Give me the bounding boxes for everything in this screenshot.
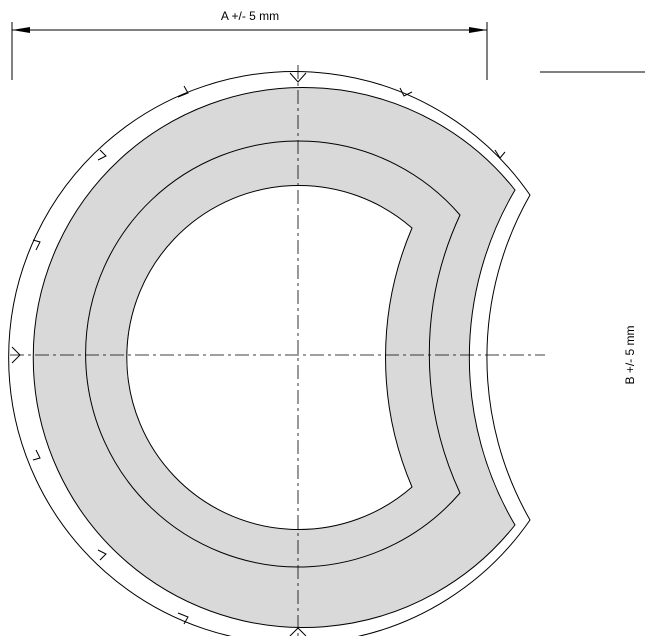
inner-hole	[126, 185, 413, 530]
dimension-b: B +/- 5 mm	[623, 325, 637, 384]
notches	[11, 72, 506, 636]
outer-contour	[8, 71, 531, 636]
arrow	[469, 27, 487, 33]
middle-contour	[85, 140, 461, 568]
arrow	[12, 27, 30, 33]
dimension-a: A +/- 5 mm	[221, 9, 279, 23]
